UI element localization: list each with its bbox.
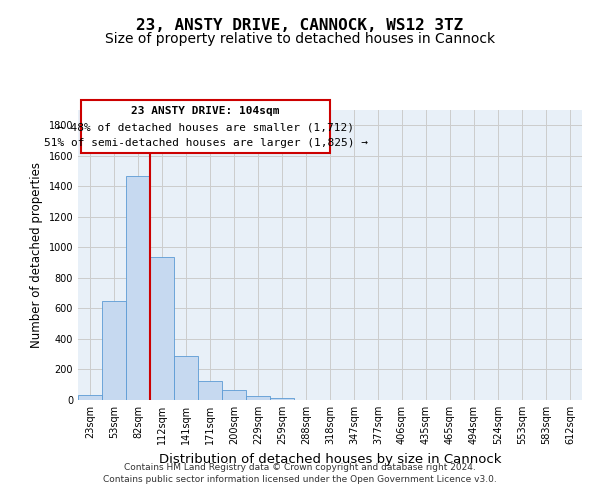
Text: Contains public sector information licensed under the Open Government Licence v3: Contains public sector information licen… [103,475,497,484]
Text: Size of property relative to detached houses in Cannock: Size of property relative to detached ho… [105,32,495,46]
Bar [270,398,294,400]
Text: ← 48% of detached houses are smaller (1,712): ← 48% of detached houses are smaller (1,… [57,122,354,132]
Text: 51% of semi-detached houses are larger (1,825) →: 51% of semi-detached houses are larger (… [44,138,367,147]
Bar [102,301,126,400]
Text: Contains HM Land Registry data © Crown copyright and database right 2024.: Contains HM Land Registry data © Crown c… [124,462,476,471]
X-axis label: Distribution of detached houses by size in Cannock: Distribution of detached houses by size … [159,452,501,466]
Y-axis label: Number of detached properties: Number of detached properties [30,162,43,348]
Bar [126,176,150,400]
Bar [222,390,246,400]
Bar [78,394,102,400]
Bar [198,381,222,400]
Text: 23 ANSTY DRIVE: 104sqm: 23 ANSTY DRIVE: 104sqm [131,106,280,116]
Text: 23, ANSTY DRIVE, CANNOCK, WS12 3TZ: 23, ANSTY DRIVE, CANNOCK, WS12 3TZ [136,18,464,32]
Bar [150,258,174,400]
Bar [246,396,270,400]
Bar [174,356,198,400]
